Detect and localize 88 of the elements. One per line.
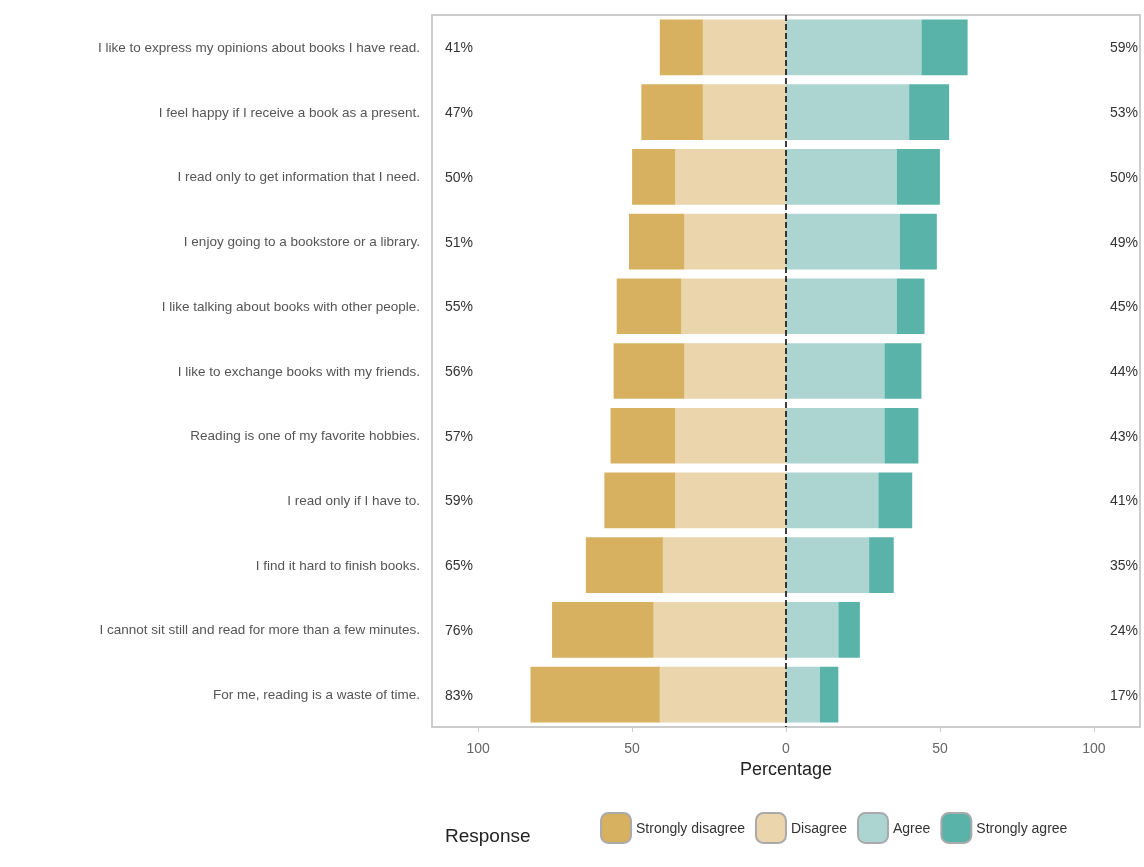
text: 76% bbox=[445, 621, 474, 638]
text: 49% bbox=[1109, 233, 1138, 250]
legend-label: Strongly disagree bbox=[636, 820, 746, 836]
text: 55% bbox=[445, 298, 474, 315]
bar bbox=[921, 19, 968, 76]
y-tick-label: For me, reading is a waste of time. bbox=[212, 687, 420, 703]
text: 43% bbox=[1109, 427, 1138, 444]
text: 41% bbox=[1109, 492, 1138, 509]
bar bbox=[552, 602, 654, 658]
bar bbox=[884, 407, 919, 464]
legend-label: Disagree bbox=[790, 820, 848, 836]
text: 50% bbox=[445, 168, 474, 185]
bar bbox=[653, 602, 786, 658]
text: 59% bbox=[445, 492, 474, 509]
bar bbox=[681, 278, 786, 335]
bar bbox=[878, 472, 913, 529]
bar bbox=[675, 148, 786, 205]
bar bbox=[675, 472, 786, 529]
bar bbox=[884, 343, 922, 399]
bar bbox=[702, 19, 786, 76]
bar bbox=[896, 278, 925, 335]
bar bbox=[632, 148, 676, 205]
text: 50% bbox=[1109, 168, 1138, 185]
bar bbox=[659, 19, 703, 76]
legend-label: Strongly agree bbox=[976, 820, 1068, 836]
bar bbox=[786, 666, 820, 723]
text: 51% bbox=[445, 233, 474, 250]
bar bbox=[641, 84, 703, 140]
bar bbox=[786, 84, 910, 140]
y-tick-label: I like to express my opinions about books I have read. bbox=[98, 39, 420, 55]
bar bbox=[684, 343, 786, 399]
bar bbox=[684, 213, 786, 270]
y-tick-label: I feel happy if I receive a book as a present. bbox=[158, 104, 420, 120]
x-tick-label: 100 bbox=[1082, 740, 1106, 756]
bar bbox=[786, 19, 922, 76]
legend-label: Agree bbox=[892, 820, 931, 836]
text: 53% bbox=[1109, 104, 1138, 121]
text: 45% bbox=[1109, 298, 1138, 315]
bar bbox=[604, 472, 676, 529]
y-tick-label: I enjoy going to a bookstore or a library. bbox=[183, 234, 420, 250]
bar bbox=[786, 472, 879, 529]
y-tick-label: Reading is one of my favorite hobbies. bbox=[190, 428, 420, 444]
text: 56% bbox=[445, 363, 474, 379]
bar bbox=[659, 666, 786, 723]
bar bbox=[675, 407, 786, 464]
x-axis-title: Percentage bbox=[739, 758, 833, 779]
bar bbox=[585, 537, 663, 594]
bar bbox=[909, 84, 950, 140]
text: 57% bbox=[445, 427, 474, 444]
text: 24% bbox=[1109, 621, 1138, 638]
text: 65% bbox=[445, 557, 474, 574]
text: 83% bbox=[445, 686, 474, 703]
text: 44% bbox=[1109, 363, 1138, 379]
text: 59% bbox=[1109, 39, 1138, 56]
bar bbox=[786, 343, 885, 399]
bar bbox=[613, 343, 685, 399]
text: 17% bbox=[1109, 686, 1138, 703]
y-tick-label: I read only to get information that I need. bbox=[177, 169, 420, 185]
y-tick-label: I read only if I have to. bbox=[287, 492, 420, 508]
bar bbox=[786, 213, 900, 270]
bar bbox=[610, 407, 676, 464]
y-tick-label: I like to exchange books with my friends. bbox=[177, 363, 420, 379]
bar bbox=[662, 537, 786, 594]
bar bbox=[786, 278, 897, 335]
text: 35% bbox=[1109, 557, 1138, 574]
bar bbox=[702, 84, 786, 140]
bar bbox=[629, 213, 685, 270]
bar bbox=[869, 537, 894, 594]
legend-title: Response bbox=[445, 825, 531, 846]
bar bbox=[896, 148, 940, 205]
x-tick-label: 50 bbox=[624, 740, 641, 756]
bar bbox=[786, 407, 885, 464]
bar bbox=[786, 148, 897, 205]
bar bbox=[838, 602, 860, 658]
y-tick-label: I cannot sit still and read for more than a few minutes. bbox=[99, 622, 420, 638]
y-tick-label: I find it hard to finish books. bbox=[255, 557, 420, 573]
bar bbox=[899, 213, 937, 270]
bar bbox=[786, 602, 839, 658]
text: 41% bbox=[445, 39, 474, 56]
x-tick-label: 100 bbox=[466, 740, 491, 756]
x-tick-label: 50 bbox=[932, 740, 948, 756]
text: 47% bbox=[445, 104, 474, 121]
bar bbox=[530, 666, 660, 723]
bar bbox=[819, 666, 839, 723]
bar bbox=[616, 278, 682, 335]
y-tick-label: I like talking about books with other people. bbox=[161, 298, 420, 314]
x-tick-label: 0 bbox=[782, 740, 791, 756]
bar bbox=[786, 537, 870, 594]
